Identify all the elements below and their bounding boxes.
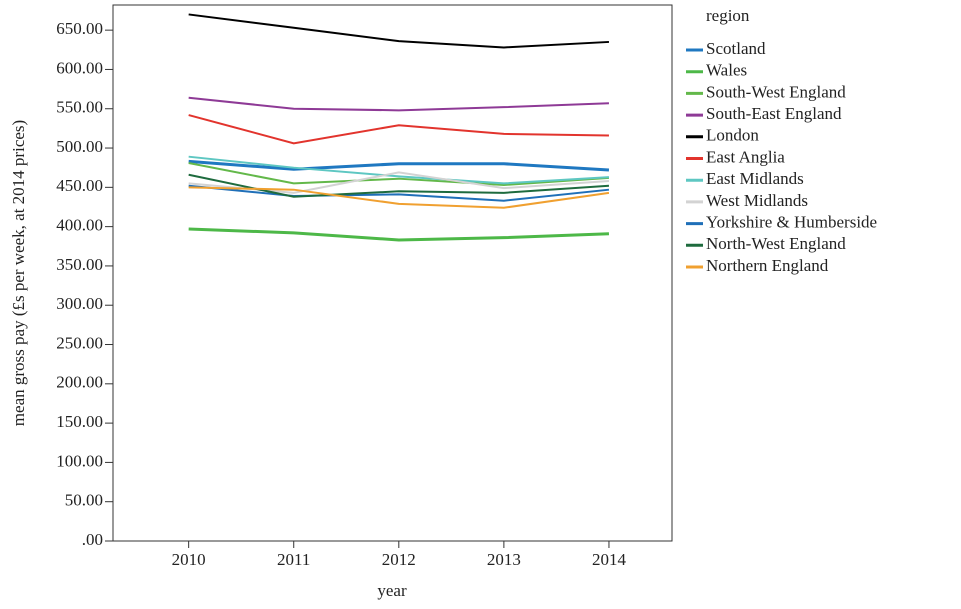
y-tick-label: 200.00	[56, 373, 103, 392]
legend-label: Wales	[706, 61, 747, 80]
series-line	[188, 155, 610, 185]
y-tick-label: 550.00	[56, 98, 103, 117]
series-line	[188, 227, 610, 242]
y-tick-label: .00	[82, 530, 103, 549]
legend-label: South-West England	[706, 82, 846, 101]
x-tick-label: 2011	[277, 550, 310, 569]
y-axis-title: mean gross pay (£s per week, at 2014 pri…	[9, 120, 28, 426]
y-tick-label: 100.00	[56, 451, 103, 470]
legend-title: region	[706, 6, 750, 25]
series-line	[188, 184, 610, 202]
y-tick-label: 350.00	[56, 255, 103, 274]
series-line	[188, 96, 609, 112]
y-tick-label: 250.00	[56, 333, 103, 352]
x-tick-label: 2014	[592, 550, 627, 569]
y-tick-label: 600.00	[56, 58, 103, 77]
x-tick-label: 2010	[172, 550, 206, 569]
y-tick-label: 450.00	[56, 176, 103, 195]
legend-label: Scotland	[706, 39, 766, 58]
legend-label: East Midlands	[706, 169, 804, 188]
x-axis-title: year	[377, 581, 407, 600]
y-tick-label: 650.00	[56, 19, 103, 38]
legend-label: East Anglia	[706, 147, 785, 166]
series-line	[188, 161, 610, 186]
legend-label: South-East England	[706, 104, 842, 123]
series-line	[188, 114, 609, 145]
y-tick-label: 500.00	[56, 137, 103, 156]
x-tick-label: 2012	[382, 550, 416, 569]
legend-label: London	[706, 126, 759, 145]
legend-label: West Midlands	[706, 191, 808, 210]
legend-label: Northern England	[706, 256, 829, 275]
x-tick-label: 2013	[487, 550, 521, 569]
legend-label: North-West England	[706, 234, 846, 253]
y-tick-label: 50.00	[65, 491, 103, 510]
series-line	[188, 186, 610, 209]
y-tick-label: 300.00	[56, 294, 103, 313]
y-tick-label: 400.00	[56, 216, 103, 235]
series-line	[188, 13, 610, 49]
series-line	[188, 159, 610, 172]
y-tick-label: 150.00	[56, 412, 103, 431]
plot-frame	[112, 4, 673, 542]
legend-label: Yorkshire & Humberside	[706, 213, 877, 232]
